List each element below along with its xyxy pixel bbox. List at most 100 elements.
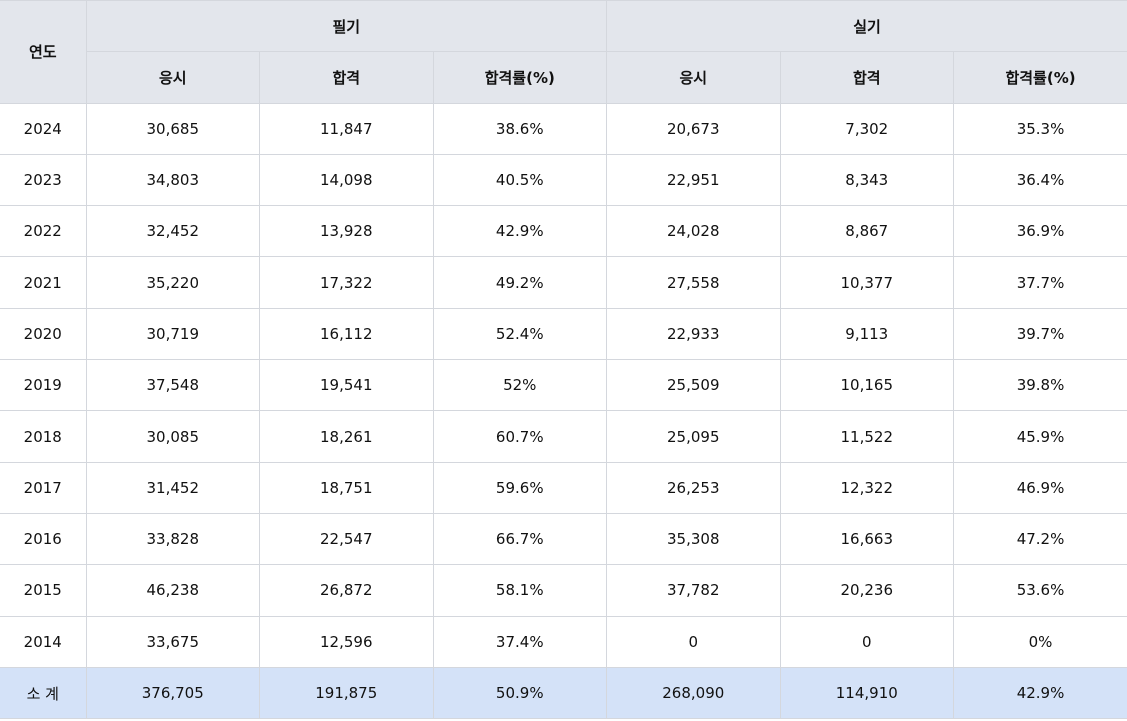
- year-cell: 2021: [0, 256, 87, 309]
- practical-passed-cell: 8,343: [779, 153, 955, 207]
- written-passed-cell: 11,847: [259, 102, 434, 155]
- written-passed-cell: 12,596: [259, 615, 434, 668]
- written-applicants-cell: 32,452: [85, 205, 260, 258]
- written-applicants-cell: 33,675: [85, 615, 260, 668]
- written-pass-rate-cell: 42.9%: [432, 205, 608, 258]
- practical-passed-cell: 20,236: [779, 564, 955, 617]
- practical-pass-rate-cell: 45.9%: [953, 410, 1127, 463]
- table-row: 2020 30,719 16,112 52.4% 22,933 9,113 39.7%: [0, 307, 1127, 361]
- practical-pass-rate-cell: 37.7%: [953, 256, 1127, 309]
- written-pass-rate-cell: 38.6%: [432, 102, 608, 155]
- practical-pass-rate-cell: 36.9%: [953, 205, 1127, 258]
- total-written-pass-rate: 50.9%: [432, 666, 608, 720]
- practical-pass-rate-cell: 0%: [953, 615, 1127, 668]
- practical-passed-cell: 9,113: [779, 307, 955, 361]
- practical-pass-rate-cell: 53.6%: [953, 564, 1127, 617]
- table-row: 2016 33,828 22,547 66.7% 35,308 16,663 47.2%: [0, 512, 1127, 566]
- written-passed-cell: 14,098: [259, 153, 434, 207]
- written-applicants-cell: 33,828: [85, 512, 260, 566]
- practical-applicants-cell: 25,095: [606, 410, 781, 463]
- table-row: 2023 34,803 14,098 40.5% 22,951 8,343 36.4%: [0, 153, 1127, 207]
- written-applicants-cell: 46,238: [85, 564, 260, 617]
- written-applicants-cell: 35,220: [85, 256, 260, 309]
- written-applicants-cell: 31,452: [85, 461, 260, 514]
- table-row: 2017 31,452 18,751 59.6% 26,253 12,322 46.9%: [0, 461, 1127, 514]
- year-header: 연도: [0, 0, 87, 104]
- written-passed-cell: 18,261: [259, 410, 434, 463]
- practical-applicants-cell: 26,253: [606, 461, 781, 514]
- total-practical-applicants: 268,090: [606, 666, 781, 720]
- practical-passed-cell: 10,377: [779, 256, 955, 309]
- practical-pass-rate-cell: 46.9%: [953, 461, 1127, 514]
- total-written-passed: 191,875: [259, 666, 434, 720]
- written-applicants-cell: 37,548: [85, 359, 260, 412]
- total-practical-passed: 114,910: [779, 666, 955, 720]
- practical-pass-rate-cell: 35.3%: [953, 102, 1127, 155]
- practical-applicants-cell: 24,028: [606, 205, 781, 258]
- written-passed-cell: 13,928: [259, 205, 434, 258]
- year-cell: 2022: [0, 205, 87, 258]
- written-pass-rate-cell: 37.4%: [432, 615, 608, 668]
- table-header: 연도 필기 실기 응시 합격 합격률(%) 응시 합격 합격률(%): [0, 0, 1127, 104]
- practical-passed-cell: 10,165: [779, 359, 955, 412]
- practical-pass-rate-header: 합격률(%): [953, 51, 1127, 104]
- table-body: 2024 30,685 11,847 38.6% 20,673 7,302 35.3% 202…: [0, 102, 1127, 668]
- total-row: 소 계 376,705 191,875 50.9% 268,090 114,91…: [0, 666, 1127, 720]
- written-applicants-cell: 30,685: [85, 102, 260, 155]
- practical-passed-cell: 0: [779, 615, 955, 668]
- table-footer: 소 계 376,705 191,875 50.9% 268,090 114,91…: [0, 666, 1127, 720]
- written-applicants-cell: 30,085: [85, 410, 260, 463]
- practical-applicants-cell: 35,308: [606, 512, 781, 566]
- written-pass-rate-cell: 59.6%: [432, 461, 608, 514]
- written-pass-rate-cell: 58.1%: [432, 564, 608, 617]
- practical-passed-cell: 11,522: [779, 410, 955, 463]
- total-practical-pass-rate: 42.9%: [953, 666, 1127, 720]
- written-pass-rate-cell: 52.4%: [432, 307, 608, 361]
- written-passed-cell: 16,112: [259, 307, 434, 361]
- total-label: 소 계: [0, 666, 87, 720]
- practical-pass-rate-cell: 36.4%: [953, 153, 1127, 207]
- written-pass-rate-cell: 66.7%: [432, 512, 608, 566]
- practical-exam-header: 실기: [606, 0, 1127, 53]
- practical-passed-cell: 8,867: [779, 205, 955, 258]
- practical-passed-cell: 7,302: [779, 102, 955, 155]
- practical-applicants-cell: 37,782: [606, 564, 781, 617]
- table-row: 2024 30,685 11,847 38.6% 20,673 7,302 35.3%: [0, 102, 1127, 155]
- practical-passed-header: 합격: [779, 51, 955, 104]
- written-applicants-header: 응시: [86, 51, 260, 104]
- practical-applicants-cell: 25,509: [606, 359, 781, 412]
- practical-passed-cell: 12,322: [779, 461, 955, 514]
- table-row: 2018 30,085 18,261 60.7% 25,095 11,522 45.9%: [0, 410, 1127, 463]
- practical-applicants-cell: 22,933: [606, 307, 781, 361]
- table-row: 2022 32,452 13,928 42.9% 24,028 8,867 36.9%: [0, 205, 1127, 258]
- year-cell: 2023: [0, 153, 87, 207]
- practical-applicants-cell: 20,673: [606, 102, 781, 155]
- table-row: 2019 37,548 19,541 52% 25,509 10,165 39.8%: [0, 359, 1127, 412]
- written-passed-cell: 26,872: [259, 564, 434, 617]
- year-cell: 2024: [0, 102, 87, 155]
- year-cell: 2017: [0, 461, 87, 514]
- practical-pass-rate-cell: 47.2%: [953, 512, 1127, 566]
- written-exam-header: 필기: [85, 0, 608, 53]
- written-passed-cell: 18,751: [259, 461, 434, 514]
- practical-pass-rate-cell: 39.7%: [953, 307, 1127, 361]
- year-cell: 2020: [0, 307, 87, 361]
- written-pass-rate-cell: 60.7%: [432, 410, 608, 463]
- practical-passed-cell: 16,663: [779, 512, 955, 566]
- year-cell: 2015: [0, 564, 87, 617]
- table-row: 2014 33,675 12,596 37.4% 0 0 0%: [0, 615, 1127, 668]
- practical-pass-rate-cell: 39.8%: [953, 359, 1127, 412]
- table-row: 2021 35,220 17,322 49.2% 27,558 10,377 37.7%: [0, 256, 1127, 309]
- written-passed-cell: 19,541: [259, 359, 434, 412]
- written-pass-rate-cell: 52%: [432, 359, 608, 412]
- table-row: 2015 46,238 26,872 58.1% 37,782 20,236 53.6%: [0, 564, 1127, 617]
- practical-applicants-header: 응시: [606, 51, 781, 104]
- year-cell: 2016: [0, 512, 87, 566]
- year-cell: 2018: [0, 410, 87, 463]
- written-passed-cell: 22,547: [259, 512, 434, 566]
- practical-applicants-cell: 0: [606, 615, 781, 668]
- written-passed-header: 합격: [259, 51, 434, 104]
- total-written-applicants: 376,705: [85, 666, 260, 720]
- written-passed-cell: 17,322: [259, 256, 434, 309]
